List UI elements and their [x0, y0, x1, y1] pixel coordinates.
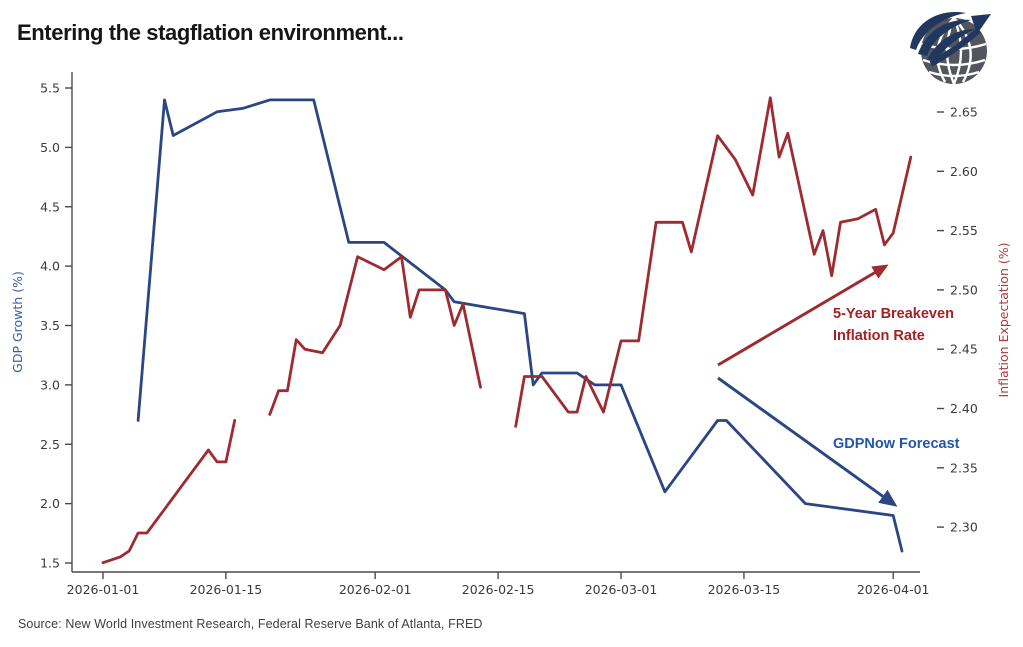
svg-text:1.5: 1.5: [40, 556, 60, 571]
svg-text:2.5: 2.5: [40, 437, 60, 452]
annotations: 5-Year Breakeven Inflation Rate GDPNow For…: [717, 264, 960, 507]
series-breakeven-inflation: [101, 96, 913, 565]
svg-text:2.50: 2.50: [950, 282, 978, 297]
svg-text:3.0: 3.0: [40, 377, 60, 392]
svg-text:2.60: 2.60: [950, 164, 978, 179]
series-gdpnow-forecast: [136, 98, 904, 553]
y-axis-right-label: Inflation Expectation (%): [996, 243, 1011, 398]
svg-text:2.55: 2.55: [950, 223, 978, 238]
svg-text:2.0: 2.0: [40, 496, 60, 511]
page-title: Entering the stagflation environment...: [17, 20, 404, 45]
globe-logo-graphic: [910, 11, 991, 85]
gdpnow-label: GDPNow Forecast: [833, 436, 960, 452]
svg-text:2026-02-15: 2026-02-15: [462, 582, 535, 597]
svg-text:2026-01-15: 2026-01-15: [190, 582, 263, 597]
svg-text:2026-01-01: 2026-01-01: [67, 582, 140, 597]
globe-logo: [903, 4, 1003, 88]
svg-text:2.45: 2.45: [950, 342, 978, 357]
svg-text:5.0: 5.0: [40, 140, 60, 155]
y-axis-left: 1.5 2.0 2.5 3.0 3.5 4.0 4.5 5.0 5.5 GDP Growth (%…: [10, 72, 73, 572]
logo-swoosh: [910, 11, 975, 62]
svg-text:2026-03-15: 2026-03-15: [708, 582, 781, 597]
svg-text:2026-02-01: 2026-02-01: [339, 582, 412, 597]
svg-text:2.65: 2.65: [950, 105, 978, 120]
svg-text:2026-04-01: 2026-04-01: [857, 582, 930, 597]
svg-text:2.35: 2.35: [950, 460, 978, 475]
breakeven-arrow: [717, 264, 889, 367]
svg-text:4.5: 4.5: [40, 199, 60, 214]
logo-arrow: [929, 14, 991, 67]
svg-text:2026-03-01: 2026-03-01: [585, 582, 658, 597]
gdpnow-arrow: [717, 376, 898, 507]
y-axis-right: 2.30 2.35 2.40 2.45 2.50 2.55 2.60 2.65 Inflatio…: [937, 105, 1011, 535]
svg-text:5.5: 5.5: [40, 81, 60, 96]
source-note: Source: New World Investment Research, F…: [18, 617, 483, 631]
svg-text:4.0: 4.0: [40, 259, 60, 274]
x-axis: 2026-01-01 2026-01-15 2026-02-01 2026-02-15…: [67, 571, 930, 597]
breakeven-label: Inflation Rate: [833, 328, 925, 344]
svg-text:2.30: 2.30: [950, 520, 978, 535]
y-axis-left-label: GDP Growth (%): [10, 271, 25, 373]
svg-text:3.5: 3.5: [40, 318, 60, 333]
breakeven-label: 5-Year Breakeven: [833, 306, 954, 322]
svg-text:2.40: 2.40: [950, 401, 978, 416]
